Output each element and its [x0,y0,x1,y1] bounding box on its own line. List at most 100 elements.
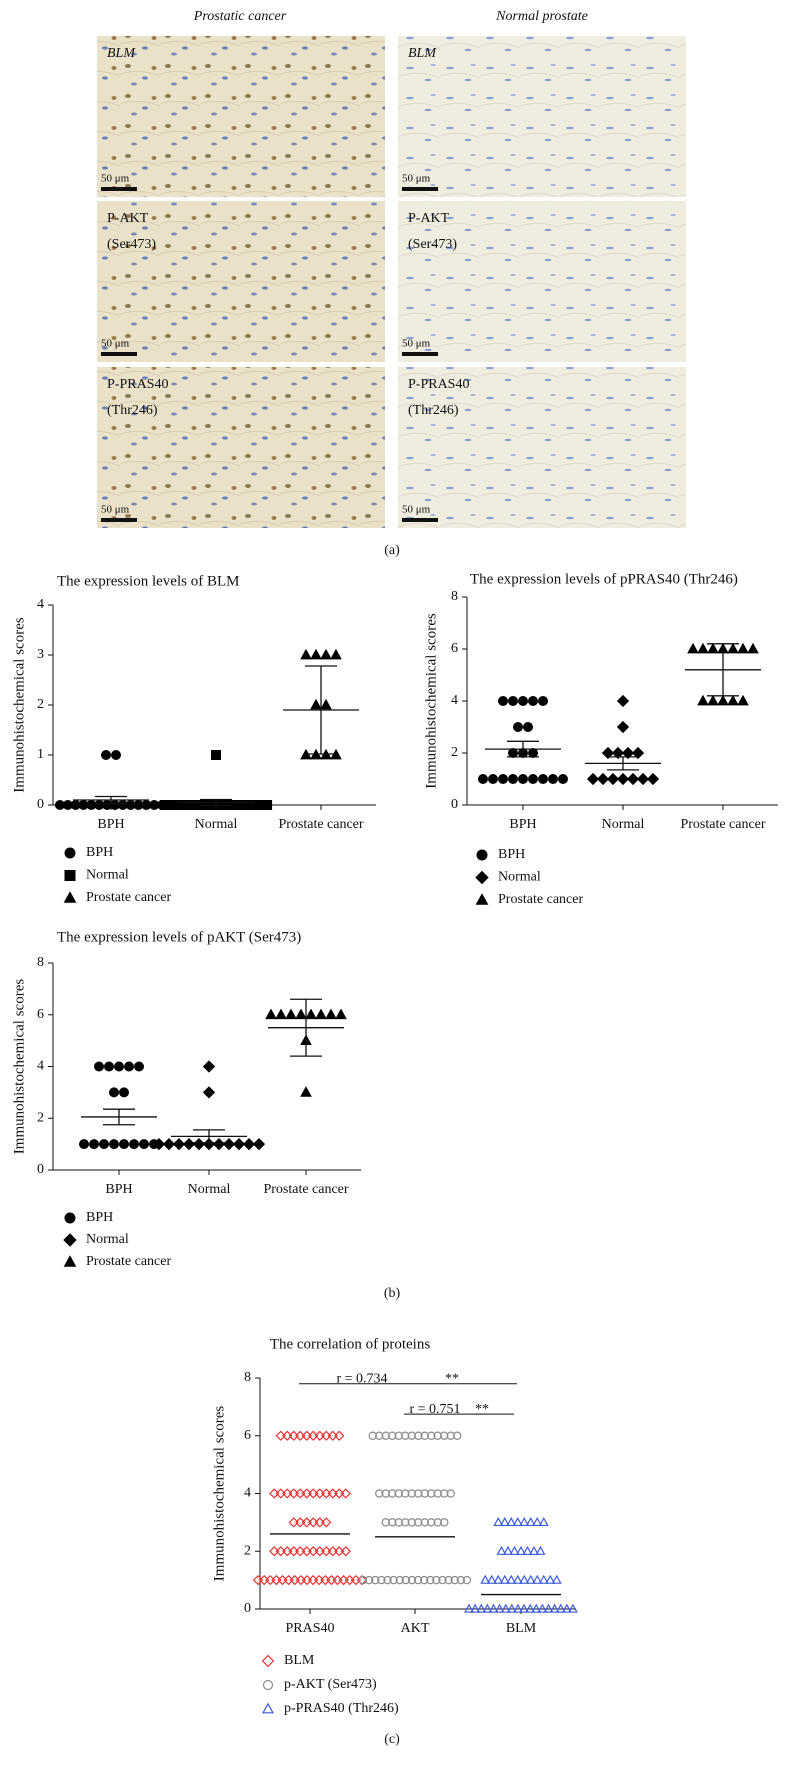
marker [414,1518,423,1527]
chart: The expression levels of BLM Immunohistoc… [11,573,376,905]
legend-marker [261,1654,275,1668]
marker [420,1431,429,1440]
x-tick-label: BLM [506,1621,537,1636]
marker [538,1574,549,1584]
y-tick-label: 2 [37,1110,44,1125]
stain-label: P-PRAS40 [107,377,168,392]
marker [258,1574,270,1586]
marker [470,1603,481,1613]
marker [242,1138,256,1151]
marker [427,1431,436,1440]
stain-label: (Thr246) [107,403,158,418]
marker [616,694,630,708]
marker [433,1489,442,1498]
y-axis-label: Immunohistochemical scores [423,613,439,789]
marker [440,1518,449,1527]
legend-label: Prostate cancer [86,890,171,905]
annotation: r = 0.751 [409,1402,460,1417]
marker [482,1603,493,1613]
marker [427,1489,436,1498]
marker [407,1518,416,1527]
marker [512,1574,523,1584]
marker [388,1431,397,1440]
legend-label: BPH [86,1210,113,1225]
marker [509,1545,520,1555]
stain-label: (Ser473) [408,237,457,252]
marker [506,1574,517,1584]
marker [375,1489,384,1498]
legend-label: Prostate cancer [498,892,583,907]
marker [687,642,699,654]
marker [494,1603,505,1613]
marker [262,800,273,810]
marker [478,774,488,784]
marker [646,772,660,786]
micrograph [398,367,686,528]
y-tick-label: 8 [244,1370,251,1385]
error-bar [95,795,127,805]
panel-label: (b) [384,1286,401,1301]
marker [616,720,630,734]
marker [283,1574,294,1586]
chart-title: The expression levels of pPRAS40 (Thr246… [470,571,738,587]
marker [381,1518,390,1527]
marker [498,696,508,706]
marker [388,1489,397,1498]
marker [476,1603,487,1613]
error-bar [103,1108,135,1126]
scale-bar [402,352,438,356]
legend-label: p-AKT (Ser473) [284,1677,377,1692]
legend-marker [64,1212,76,1224]
y-tick-label: 0 [37,797,44,812]
marker [211,750,221,760]
x-tick-label: BPH [105,1182,132,1197]
marker [252,1574,264,1586]
marker [307,1574,319,1586]
chart: The expression levels of pPRAS40 (Thr246… [423,571,778,907]
x-tick-label: AKT [401,1621,430,1636]
marker [558,774,568,784]
marker [222,1138,236,1151]
error-bar [707,643,739,697]
marker [172,1138,186,1151]
y-tick-label: 0 [244,1601,251,1616]
marker [89,1139,99,1150]
marker [549,1603,560,1613]
marker [525,1516,536,1527]
marker [537,1603,548,1613]
scale-bar-label: 50 μm [101,504,130,516]
chart-title: The correlation of proteins [270,1336,431,1352]
marker [340,1546,351,1557]
y-tick-label: 6 [451,641,458,656]
marker [320,648,332,660]
micrograph [97,201,385,362]
marker [543,1603,554,1613]
marker [513,722,523,732]
marker [344,1574,355,1586]
legend-marker [63,1255,77,1267]
marker [301,1574,313,1586]
marker [368,1431,377,1440]
marker [289,1574,300,1586]
marker [499,1574,510,1584]
marker [528,696,538,706]
scale-bar [101,187,137,191]
stain-label: P-AKT [107,211,149,226]
marker [519,1516,530,1527]
marker [414,1489,423,1498]
marker [202,1060,216,1073]
error-bar [200,798,232,807]
legend-label: p-PRAS40 (Thr246) [284,1701,399,1716]
marker [737,642,749,654]
error-bar [507,740,539,758]
marker [364,1575,374,1585]
marker [320,1574,331,1586]
marker [277,1574,288,1586]
marker [512,1603,523,1613]
marker [401,1575,411,1585]
marker [486,1574,497,1584]
panel-label: (c) [384,1732,400,1747]
y-tick-label: 2 [244,1543,251,1558]
marker [488,774,498,784]
legend-label: BPH [498,847,525,862]
